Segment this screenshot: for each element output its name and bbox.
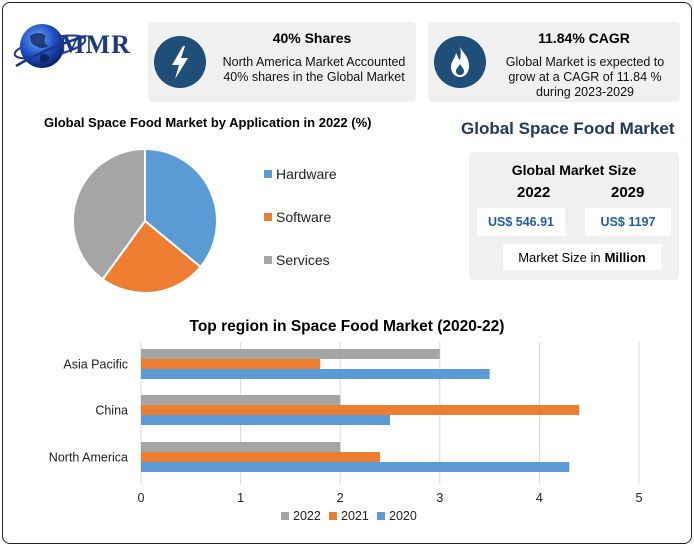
category-label: North America: [49, 451, 128, 465]
market-size-heading: Global Market Size: [511, 162, 637, 178]
bar-asia-pacific-2021: [141, 359, 321, 369]
bar-legend-label-2020: 2020: [389, 509, 417, 523]
legend-swatch-software: [264, 213, 272, 221]
logo-text: MMR: [60, 30, 131, 59]
stat-shares-title: 40% Shares: [272, 30, 352, 46]
market-size-year-2022: 2022: [517, 184, 551, 201]
category-label: China: [95, 404, 128, 418]
pie-chart-title: Global Space Food Market by Application …: [44, 115, 372, 130]
stat-shares-line1: North America Market Accounted: [222, 55, 406, 69]
bar-chart: 0 1 2 3 4 5 Asia Pacific China North America 2022…: [49, 342, 643, 523]
bar-north-america-2020: [141, 462, 570, 472]
stat-cagr-title: 11.84% CAGR: [538, 30, 630, 46]
legend-label-services: Services: [276, 252, 330, 268]
bar-chart-title: Top region in Space Food Market (2020-22…: [189, 318, 505, 335]
main-title: Global Space Food Market: [461, 119, 675, 138]
bar-legend-swatch-2020: [377, 512, 385, 520]
bar-legend-swatch-2021: [329, 512, 337, 520]
market-size-box: Global Market Size 2022 2029 US$ 546.91 …: [469, 152, 679, 280]
logo-globe-icon: [13, 24, 87, 68]
x-tick-label: 3: [436, 491, 443, 505]
market-size-year-2029: 2029: [611, 184, 645, 201]
stat-cagr-line2: grow at a CAGR of 11.84 %: [508, 70, 662, 84]
x-tick-label: 2: [337, 491, 344, 505]
bar-asia-pacific-2022: [141, 349, 440, 359]
category-label: Asia Pacific: [63, 358, 128, 372]
stat-shares-box: 40% Shares North America Market Accounte…: [148, 22, 416, 102]
pie-slice-software: [101, 219, 202, 294]
x-tick-label: 4: [536, 491, 543, 505]
bar-china-2022: [141, 395, 341, 405]
bar-china-2021: [141, 405, 580, 415]
pie-legend-services: Services: [264, 252, 330, 268]
market-size-value-2022: US$ 546.91: [477, 208, 565, 236]
pie-legend-software: Software: [264, 209, 331, 225]
legend-swatch-services: [264, 256, 272, 264]
bar-legend-swatch-2022: [281, 512, 289, 520]
market-size-value-2029: US$ 1197: [585, 208, 671, 236]
legend-label-hardware: Hardware: [276, 166, 337, 182]
pie-slice-hardware: [144, 148, 218, 269]
x-tick-label: 1: [237, 491, 244, 505]
stat-cagr-box: 11.84% CAGR Global Market is expected to…: [428, 22, 680, 102]
bar-legend-label-2022: 2022: [293, 509, 321, 523]
x-tick-label: 5: [636, 491, 643, 505]
bar-north-america-2021: [141, 452, 381, 462]
stat-cagr-line1: Global Market is expected to: [505, 55, 665, 69]
legend-swatch-hardware: [264, 170, 272, 178]
bar-legend-label-2021: 2021: [341, 509, 369, 523]
pie-chart: [72, 148, 218, 294]
bar-china-2020: [141, 415, 390, 425]
lightning-icon: [154, 36, 206, 88]
bar-asia-pacific-2020: [141, 369, 490, 379]
bar-north-america-2022: [141, 442, 341, 452]
stat-cagr-line3: during 2023-2029: [536, 85, 634, 99]
flame-icon: [434, 36, 486, 88]
market-size-unit: Market Size in Million: [503, 244, 661, 270]
market-size-unit-prefix: Market Size in: [518, 249, 601, 265]
pie-legend-hardware: Hardware: [264, 166, 337, 182]
legend-label-software: Software: [276, 209, 332, 225]
pie-slice-services: [72, 148, 146, 281]
x-tick-label: 0: [138, 491, 145, 505]
stat-shares-line2: 40% shares in the Global Market: [223, 70, 405, 84]
market-size-unit-bold: Million: [604, 249, 646, 265]
